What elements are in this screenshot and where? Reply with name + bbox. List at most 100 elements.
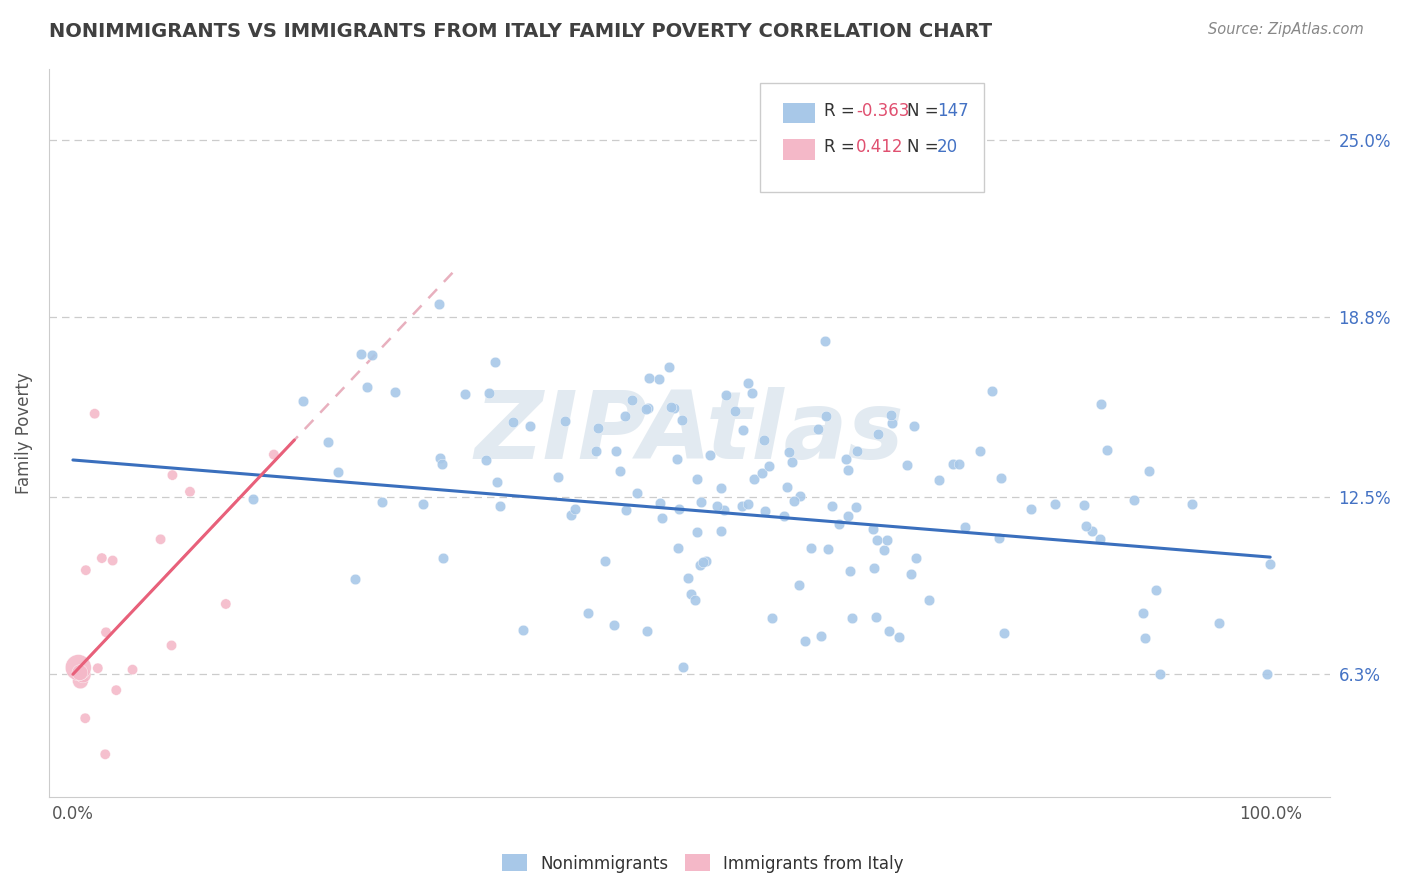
Point (75, 563, 97, 577)
Point (1080, 524, 1102, 539)
Point (595, 554, 617, 568)
Point (948, 457, 970, 471)
Point (754, 434, 776, 448)
Point (990, 471, 1012, 485)
Point (737, 376, 759, 390)
Point (820, 500, 842, 514)
Point (67, 660, 90, 674)
Point (162, 468, 184, 483)
Point (626, 485, 648, 500)
Point (814, 409, 837, 423)
Point (101, 553, 124, 567)
Point (810, 630, 832, 644)
Point (621, 393, 644, 408)
Point (666, 541, 689, 555)
Point (484, 355, 506, 369)
Point (780, 455, 803, 469)
Point (903, 418, 925, 433)
Point (896, 458, 918, 472)
Point (877, 624, 900, 638)
Point (666, 452, 689, 467)
Point (427, 296, 450, 310)
Point (1149, 667, 1171, 681)
Point (454, 387, 477, 401)
Text: R =: R = (824, 102, 860, 120)
Point (837, 508, 859, 523)
Point (814, 334, 837, 348)
Point (90, 551, 112, 566)
Point (1256, 667, 1278, 681)
Point (637, 401, 659, 415)
Point (613, 409, 636, 424)
Point (576, 606, 599, 620)
Point (94, 747, 117, 762)
Text: 20: 20 (936, 138, 957, 156)
Point (650, 496, 672, 510)
Point (75, 711, 97, 725)
Point (751, 466, 773, 480)
Text: N =: N = (907, 102, 945, 120)
Point (794, 633, 817, 648)
Point (981, 384, 1004, 399)
Y-axis label: Family Poverty: Family Poverty (15, 372, 32, 493)
Point (866, 533, 889, 547)
Point (900, 567, 922, 582)
Point (904, 550, 927, 565)
Point (789, 489, 811, 503)
Text: NONIMMIGRANTS VS IMMIGRANTS FROM ITALY FAMILY POVERTY CORRELATION CHART: NONIMMIGRANTS VS IMMIGRANTS FROM ITALY F… (49, 22, 993, 41)
Point (69, 673, 91, 688)
Point (724, 404, 747, 418)
Point (817, 542, 839, 557)
Bar (783, 103, 815, 123)
Point (783, 493, 806, 508)
Point (741, 385, 763, 400)
Point (1073, 498, 1095, 512)
Point (651, 511, 673, 525)
Point (1208, 615, 1230, 630)
Point (876, 533, 898, 547)
Point (1181, 497, 1204, 511)
Text: 0.412: 0.412 (856, 138, 904, 156)
Point (486, 475, 509, 490)
Point (731, 499, 754, 513)
Point (714, 388, 737, 402)
Point (887, 630, 910, 644)
Point (179, 484, 201, 499)
Point (1043, 497, 1066, 511)
Point (828, 516, 851, 531)
Point (215, 597, 238, 611)
Point (787, 578, 810, 592)
Point (710, 524, 733, 538)
Point (412, 497, 434, 511)
Point (953, 520, 976, 534)
Point (121, 663, 143, 677)
Point (429, 450, 451, 465)
Point (356, 380, 378, 394)
Legend: Nonimmigrants, Immigrants from Italy: Nonimmigrants, Immigrants from Italy (495, 847, 911, 880)
Point (160, 639, 183, 653)
Point (638, 371, 661, 385)
Text: N =: N = (907, 138, 945, 156)
Point (993, 626, 1015, 640)
Point (706, 500, 728, 514)
Point (1090, 397, 1112, 411)
Point (776, 480, 799, 494)
Point (316, 435, 339, 450)
Point (659, 400, 682, 414)
Point (988, 531, 1011, 545)
Point (754, 504, 776, 518)
Point (83, 407, 105, 421)
Point (733, 423, 755, 437)
Point (942, 457, 965, 471)
Point (676, 571, 699, 585)
Point (969, 444, 991, 458)
Point (865, 610, 887, 624)
Point (834, 451, 856, 466)
Point (149, 533, 172, 547)
Text: R =: R = (824, 138, 865, 156)
Point (609, 464, 631, 478)
Point (737, 497, 759, 511)
Point (662, 401, 685, 415)
Point (862, 522, 884, 536)
Point (636, 624, 658, 638)
